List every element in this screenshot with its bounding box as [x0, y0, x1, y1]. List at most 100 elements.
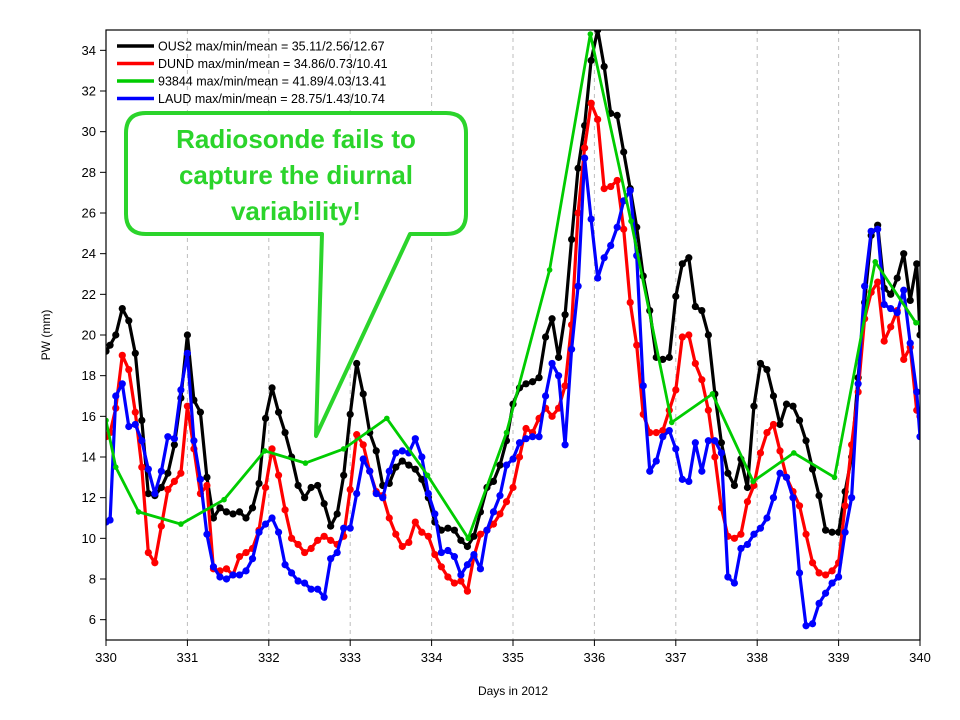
data-point [698, 307, 706, 315]
data-point [196, 475, 205, 483]
data-point [672, 445, 680, 453]
data-point [900, 286, 908, 294]
data-point [242, 548, 250, 557]
data-point [917, 320, 920, 326]
data-point [607, 182, 615, 191]
data-point [353, 490, 361, 498]
data-point [561, 441, 569, 449]
data-point [216, 573, 224, 581]
data-point [314, 585, 322, 593]
y-tick-label: 24 [82, 246, 96, 261]
data-point [261, 520, 270, 528]
data-point [737, 544, 745, 553]
x-tick-label: 332 [258, 650, 280, 665]
data-point [170, 441, 178, 449]
data-point [561, 311, 569, 319]
data-point [138, 463, 146, 471]
data-point [379, 494, 387, 502]
data-point [887, 323, 895, 331]
data-point [515, 453, 524, 461]
data-point [164, 485, 172, 494]
data-point [509, 483, 517, 492]
data-point [600, 185, 608, 193]
data-point [872, 259, 879, 265]
data-point [574, 282, 582, 290]
annotation-callout: Radiosonde fails to capture the diurnal … [124, 111, 468, 438]
data-point [743, 540, 752, 549]
data-point [301, 494, 309, 502]
data-point [874, 225, 882, 233]
data-point [131, 408, 139, 416]
y-axis-title: PW (mm) [39, 310, 53, 361]
y-tick-label: 32 [82, 84, 96, 99]
y-tick-label: 10 [82, 531, 96, 546]
data-point [581, 154, 589, 162]
data-point [411, 518, 419, 526]
data-point [221, 496, 227, 503]
data-point [756, 359, 765, 368]
data-point [281, 561, 289, 569]
callout-line-1: Radiosonde fails to [176, 124, 416, 154]
data-point [730, 579, 739, 587]
data-point [196, 408, 205, 416]
data-point [261, 483, 270, 492]
data-point [170, 435, 178, 443]
data-point [665, 353, 673, 361]
data-point [659, 426, 667, 435]
data-point [581, 144, 589, 152]
data-point [587, 215, 595, 223]
x-tick-label: 337 [665, 650, 687, 665]
data-point [320, 593, 328, 601]
data-point [333, 548, 341, 557]
data-point [287, 569, 296, 577]
data-point [135, 509, 142, 515]
data-point [756, 449, 765, 457]
data-point [685, 331, 693, 339]
data-point [763, 365, 771, 374]
y-tick-label: 18 [82, 368, 96, 383]
data-point [301, 579, 309, 587]
data-point [268, 384, 276, 392]
data-point [913, 388, 920, 396]
data-point [327, 536, 335, 544]
data-point [489, 477, 498, 485]
data-point [659, 433, 667, 441]
data-point [535, 433, 543, 441]
data-point [463, 542, 472, 551]
y-tick-label: 14 [82, 450, 96, 465]
data-point [302, 460, 309, 466]
data-point [294, 577, 302, 585]
data-point [887, 304, 895, 313]
data-point [372, 490, 380, 498]
data-point [437, 526, 445, 534]
data-point [795, 502, 804, 510]
data-point [841, 528, 849, 536]
data-point [294, 540, 302, 549]
data-point [724, 469, 732, 477]
data-point [548, 359, 556, 368]
data-point [548, 315, 556, 323]
data-point [574, 209, 582, 217]
data-point [476, 530, 485, 538]
data-point [743, 498, 752, 506]
data-point [118, 380, 126, 388]
legend: OUS2 max/min/mean = 35.11/2.56/12.67 DUND… [117, 40, 388, 106]
data-point [502, 461, 511, 469]
data-point [600, 254, 608, 262]
data-point [776, 420, 784, 429]
data-point [489, 508, 498, 516]
data-point [900, 250, 908, 258]
data-point [522, 424, 530, 433]
data-point [737, 530, 745, 538]
data-point [769, 494, 778, 502]
data-point [906, 339, 914, 347]
data-point [496, 461, 504, 469]
data-point [848, 494, 856, 502]
data-point [652, 429, 660, 437]
data-point [229, 510, 237, 518]
data-point [177, 386, 185, 394]
data-point [522, 380, 530, 388]
data-point [668, 419, 675, 426]
data-point [314, 536, 322, 544]
data-point [828, 579, 836, 587]
